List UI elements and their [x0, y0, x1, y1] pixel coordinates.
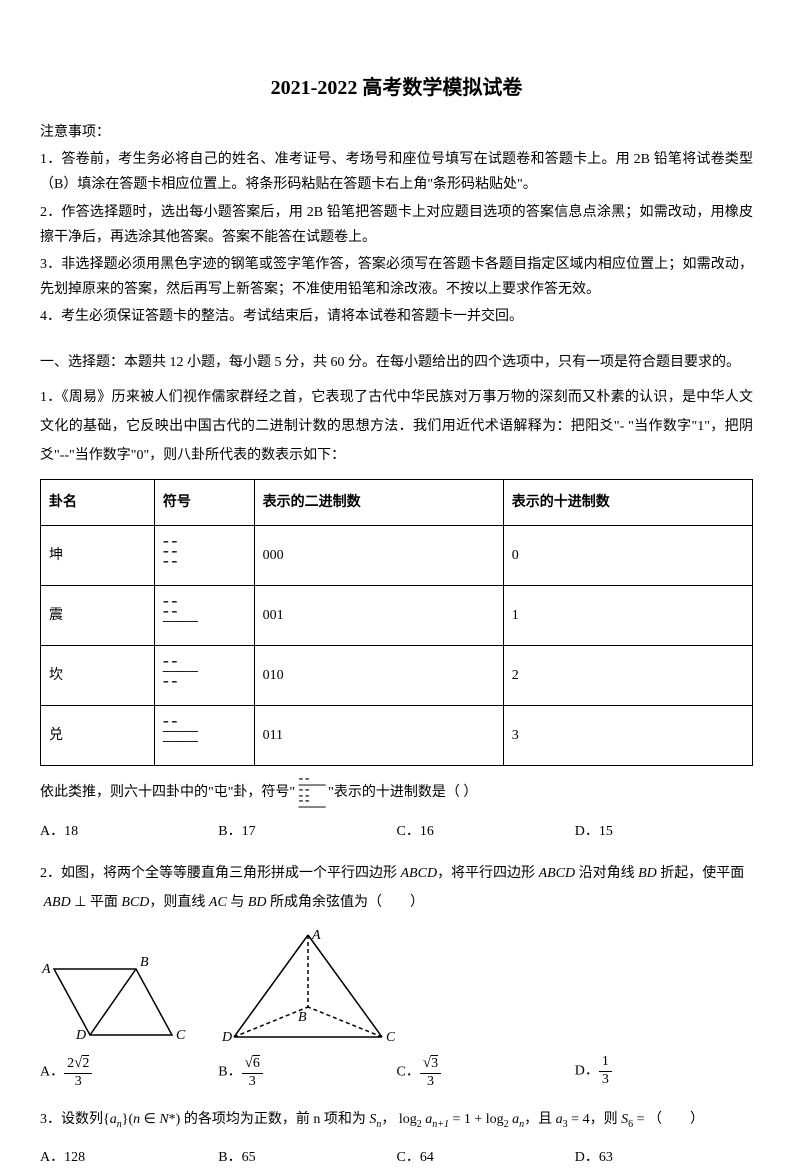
tetrahedron-figure-icon: A B D C [220, 929, 395, 1044]
cell-decimal: 2 [503, 645, 752, 705]
option-c[interactable]: C．√33 [397, 1054, 575, 1091]
cell-decimal: 3 [503, 705, 752, 765]
question-1-after: 依此类推，则六十四卦中的"屯"卦，符号" ‑ ‑——‑ ‑‑ ‑‑ ‑—— "表… [40, 776, 753, 810]
q1-options: A．18 B．17 C．16 D．15 [40, 819, 753, 844]
cell-symbol: ‑ ‑——‑ ‑ [154, 645, 254, 705]
svg-text:B: B [298, 1010, 307, 1025]
table-row: 兑 ‑ ‑———— 011 3 [41, 705, 753, 765]
option-d[interactable]: D．15 [575, 819, 753, 844]
table-row: 震 ‑ ‑‑ ‑—— 001 1 [41, 586, 753, 646]
notice-item-1: 1．答卷前，考生务必将自己的姓名、准考证号、考场号和座位号填写在试题卷和答题卡上… [40, 147, 753, 197]
cell-symbol: ‑ ‑———— [154, 705, 254, 765]
cell-symbol: ‑ ‑‑ ‑—— [154, 586, 254, 646]
option-a[interactable]: A．128 [40, 1145, 218, 1170]
svg-text:D: D [75, 1028, 86, 1043]
cell-binary: 001 [254, 586, 503, 646]
question-2-text: 2．如图，将两个全等等腰直角三角形拼成一个平行四边形 ABCD，将平行四边形 A… [40, 859, 753, 918]
option-b[interactable]: B．√63 [218, 1054, 396, 1091]
question-3-text: 3．设数列{an}(n ∈ N*) 的各项均为正数，前 n 项和为 Sn， lo… [40, 1105, 753, 1135]
notice-item-4: 4．考生必须保证答题卡的整洁。考试结束后，请将本试卷和答题卡一并交回。 [40, 304, 753, 329]
notice-header: 注意事项： [40, 120, 753, 145]
svg-text:D: D [221, 1030, 232, 1044]
q2-options: A．2√23 B．√63 C．√33 D．13 [40, 1054, 753, 1091]
page-title: 2021-2022 高考数学模拟试卷 [40, 70, 753, 106]
option-b[interactable]: B．17 [218, 819, 396, 844]
cell-decimal: 0 [503, 526, 752, 586]
trigram-table: 卦名 符号 表示的二进制数 表示的十进制数 坤 ‑ ‑‑ ‑‑ ‑ 000 0 … [40, 479, 753, 766]
trigram-icon: ‑ ‑———— [163, 716, 197, 746]
cell-name: 坎 [41, 645, 155, 705]
trigram-icon: ‑ ‑‑ ‑—— [163, 596, 197, 626]
cell-symbol: ‑ ‑‑ ‑‑ ‑ [154, 526, 254, 586]
notice-item-3: 3．非选择题必须用黑色字迹的钢笔或签字笔作答，答案必须写在答题卡各题目指定区域内… [40, 252, 753, 302]
table-row: 坤 ‑ ‑‑ ‑‑ ‑ 000 0 [41, 526, 753, 586]
cell-binary: 000 [254, 526, 503, 586]
option-b[interactable]: B．65 [218, 1145, 396, 1170]
th-name: 卦名 [41, 479, 155, 525]
hexagram-icon: ‑ ‑——‑ ‑‑ ‑‑ ‑—— [299, 776, 325, 810]
th-binary: 表示的二进制数 [254, 479, 503, 525]
question-1-text: 1．《周易》历来被人们视作儒家群经之首，它表现了古代中华民族对万事万物的深刻而又… [40, 383, 753, 471]
svg-text:A: A [41, 962, 51, 977]
q3-options: A．128 B．65 C．64 D．63 [40, 1145, 753, 1170]
svg-text:C: C [386, 1030, 395, 1044]
section-1-header: 一、选择题：本题共 12 小题，每小题 5 分，共 60 分。在每小题给出的四个… [40, 350, 753, 375]
table-header-row: 卦名 符号 表示的二进制数 表示的十进制数 [41, 479, 753, 525]
option-a[interactable]: A．2√23 [40, 1054, 218, 1091]
cell-name: 震 [41, 586, 155, 646]
cell-binary: 011 [254, 705, 503, 765]
trigram-icon: ‑ ‑——‑ ‑ [163, 656, 197, 686]
q2-figures: A B C D A B D C [40, 929, 753, 1044]
option-c[interactable]: C．64 [397, 1145, 575, 1170]
cell-binary: 010 [254, 645, 503, 705]
trigram-icon: ‑ ‑‑ ‑‑ ‑ [163, 536, 177, 566]
svg-text:B: B [140, 955, 149, 970]
option-d[interactable]: D．13 [575, 1054, 753, 1091]
option-d[interactable]: D．63 [575, 1145, 753, 1170]
option-c[interactable]: C．16 [397, 819, 575, 844]
svg-text:C: C [176, 1028, 186, 1043]
svg-text:A: A [311, 929, 321, 943]
th-decimal: 表示的十进制数 [503, 479, 752, 525]
cell-name: 坤 [41, 526, 155, 586]
th-symbol: 符号 [154, 479, 254, 525]
table-row: 坎 ‑ ‑——‑ ‑ 010 2 [41, 645, 753, 705]
notice-item-2: 2．作答选择题时，选出每小题答案后，用 2B 铅笔把答题卡上对应题目选项的答案信… [40, 200, 753, 250]
option-a[interactable]: A．18 [40, 819, 218, 844]
cell-name: 兑 [41, 705, 155, 765]
parallelogram-figure-icon: A B C D [40, 949, 190, 1044]
cell-decimal: 1 [503, 586, 752, 646]
